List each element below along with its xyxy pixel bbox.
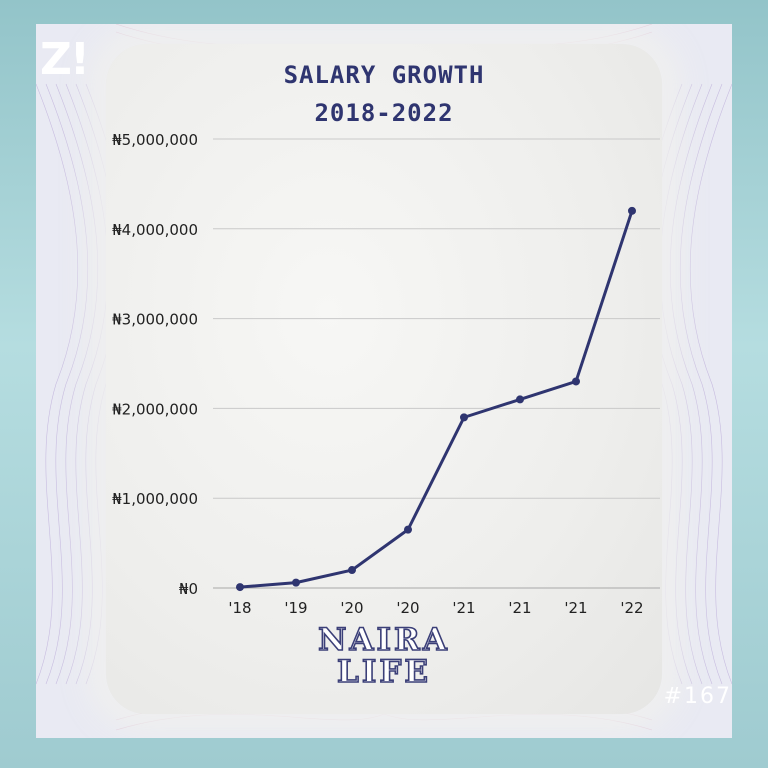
data-point: [236, 583, 244, 592]
y-tick-label: ₦2,000,000: [112, 400, 198, 418]
x-tick-label: '22: [620, 599, 643, 617]
data-point: [628, 206, 636, 215]
data-point: [404, 525, 412, 534]
data-point: [460, 413, 468, 422]
data-point: [348, 566, 356, 575]
y-tick-label: ₦4,000,000: [112, 221, 198, 239]
data-point: [572, 377, 580, 386]
y-tick-label: ₦3,000,000: [112, 311, 198, 329]
y-tick-label: ₦0: [179, 580, 198, 598]
data-point: [516, 395, 524, 404]
x-tick-label: '21: [508, 599, 531, 617]
data-point: [292, 578, 300, 587]
x-tick-label: '18: [228, 599, 251, 617]
z-logo: Z!: [40, 34, 90, 85]
chart-title-line2: 2018-2022: [314, 99, 454, 127]
x-tick-label: '19: [284, 599, 307, 617]
x-tick-label: '21: [452, 599, 475, 617]
y-tick-label: ₦5,000,000: [112, 131, 198, 149]
salary-series-line: [238, 209, 634, 589]
certificate-frame: [36, 24, 732, 738]
x-tick-label: '20: [340, 599, 363, 617]
paper-background: [106, 44, 662, 714]
y-tick-label: ₦1,000,000: [112, 490, 198, 508]
x-tick-label: '20: [396, 599, 419, 617]
brand-life: LIFE: [336, 653, 431, 691]
issue-number: #167: [663, 684, 732, 709]
chart-title-line1: SALARY GROWTH: [283, 61, 485, 89]
brand-naira: NAIRA: [317, 621, 450, 659]
x-tick-label: '21: [564, 599, 587, 617]
